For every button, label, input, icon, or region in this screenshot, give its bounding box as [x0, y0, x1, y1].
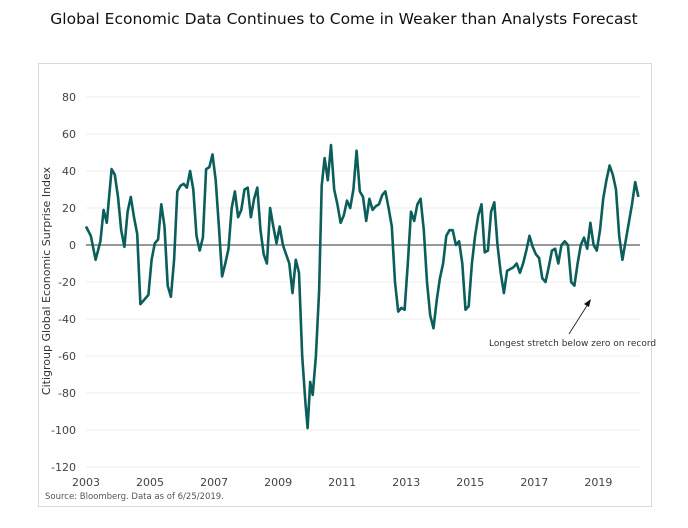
- y-tick-label: -120: [51, 461, 76, 474]
- x-tick-label: 2017: [520, 476, 548, 489]
- y-tick-label: 20: [62, 202, 76, 215]
- y-tick-label: 40: [62, 165, 76, 178]
- x-tick-label: 2019: [584, 476, 612, 489]
- y-tick-label: -100: [51, 424, 76, 437]
- gridlines: [86, 96, 640, 468]
- y-tick-label: 60: [62, 128, 76, 141]
- series-line: [84, 143, 640, 430]
- y-tick-label: -20: [58, 276, 76, 289]
- annotation-text: Longest stretch below zero on record: [489, 339, 656, 349]
- source-note: Source: Bloomberg. Data as of 6/25/2019.: [45, 492, 224, 502]
- y-tick-label: -40: [58, 313, 76, 326]
- x-tick-label: 2011: [328, 476, 356, 489]
- chart-frame: [38, 63, 652, 507]
- x-tick-label: 2013: [392, 476, 420, 489]
- annotation-arrow: [568, 299, 591, 335]
- y-tick-label: -60: [58, 350, 76, 363]
- x-tick-label: 2009: [264, 476, 292, 489]
- x-tick-label: 2003: [72, 476, 100, 489]
- y-axis-ticks: 80 60 40 20 0 -20 -40 -60 -80 -100 -120: [51, 91, 76, 474]
- x-axis-ticks: 2003 2005 2007 2009 2011 2013 2015 2017 2019: [72, 476, 612, 489]
- x-tick-label: 2007: [200, 476, 228, 489]
- y-tick-label: 80: [62, 91, 76, 104]
- y-tick-label: -80: [58, 387, 76, 400]
- x-tick-label: 2005: [136, 476, 164, 489]
- x-tick-label: 2015: [456, 476, 484, 489]
- chart-title: Global Economic Data Continues to Come i…: [50, 10, 638, 28]
- y-axis-label: Citigroup Global Economic Surprise Index: [40, 166, 53, 395]
- y-tick-label: 0: [69, 239, 76, 252]
